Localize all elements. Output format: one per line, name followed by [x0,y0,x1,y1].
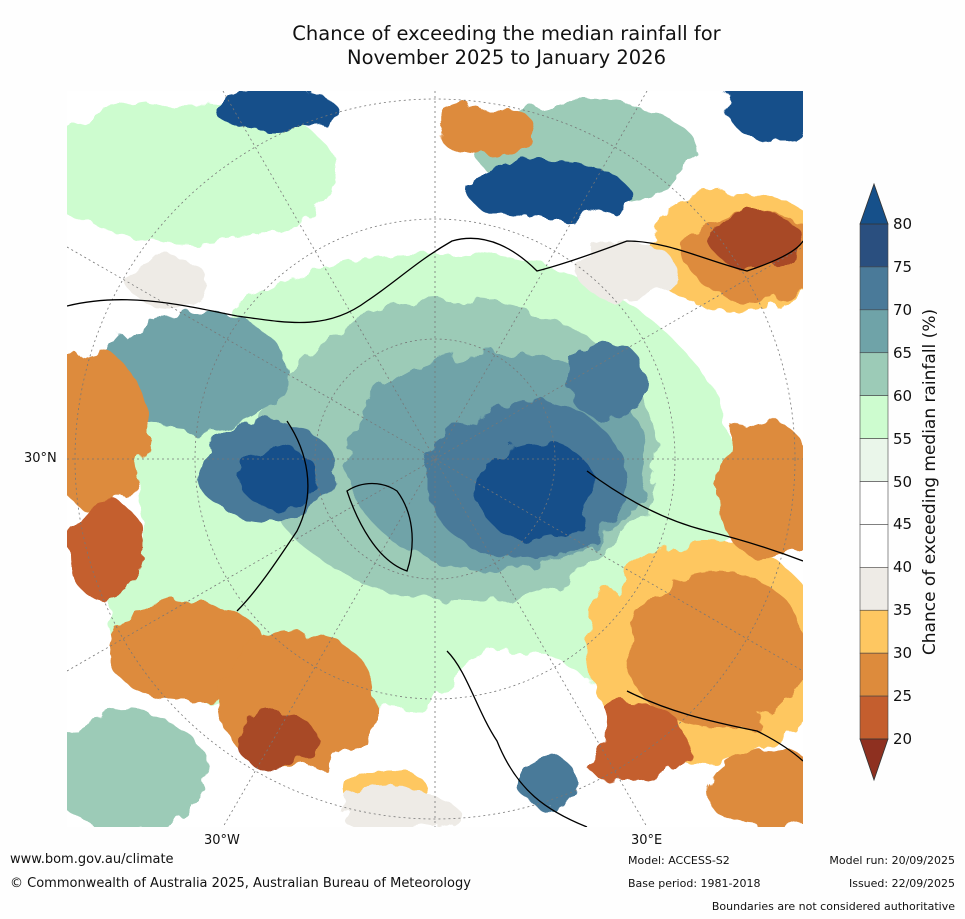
field-brown-eastedge [717,421,803,561]
field-grey-2 [127,256,207,306]
colorbar-tick-label: 40 [893,558,913,577]
colorbar-tick-label: 55 [893,429,913,448]
colorbar-top-extend [859,182,889,225]
field-grey-3 [337,791,457,827]
issued-text: Issued: 22/09/2025 [848,877,955,890]
field-light-green-pacific [67,101,337,241]
field-brown-asia [627,571,803,731]
chart-title: Chance of exceeding the median rainfall … [0,22,965,70]
colorbar-segment [859,652,889,697]
lat-circle-60 [314,338,556,580]
title-line-2: November 2025 to January 2026 [347,46,666,69]
colorbar-tick-label: 50 [893,472,913,491]
colorbar [859,182,889,782]
model-run-text: Model run: 20/09/2025 [829,854,955,867]
coast-europe [446,650,588,827]
field-dark-blue-siberia [477,441,597,541]
colorbar-segment [859,352,889,396]
field-dark-blue-topright [722,91,803,141]
colorbar-tick-label: 45 [893,515,913,534]
colorbar-segment [859,438,889,482]
colorbar-tick-label: 25 [893,687,913,706]
coast-north [67,237,803,324]
colorbar-tick-label: 70 [893,300,913,319]
colorbar-segment [859,481,889,525]
colorbar-segment [859,395,889,439]
base-period-text: Base period: 1981-2018 [628,877,761,890]
longitude-label-30e: 30°E [631,833,663,848]
colorbar-tick-label: 30 [893,644,913,663]
website-link[interactable]: www.bom.gov.au/climate [10,852,174,867]
field-dark-brown-atlantic [237,711,317,771]
coast-siberia [586,470,803,562]
colorbar-tick-label: 60 [893,386,913,405]
meridian-6 [67,246,803,672]
colorbar-tick-label: 35 [893,601,913,620]
lat-circle-30 [194,218,676,700]
colorbar-tick-label: 20 [893,730,913,748]
copyright-text: © Commonwealth of Australia 2025, Austra… [10,876,471,891]
field-europe-neutral [427,651,607,811]
coast-asia [626,690,803,762]
colorbar-segment [859,309,889,354]
longitude-label-30w: 30°W [204,833,240,848]
field-dark-brown-eastasia [712,211,802,271]
field-teal-sw [67,711,207,827]
colorbar-bottom-extend [859,738,889,782]
field-blue-east [567,341,647,421]
colorbar-segment [859,223,889,268]
colorbar-segment [859,567,889,611]
field-blue-med [517,756,577,806]
field-dark-blue-canada [237,446,317,506]
latitude-label: 30°N [24,451,57,466]
field-teal-alaska [107,311,287,431]
colorbar-segments [859,223,889,740]
rainfall-map[interactable] [67,91,803,827]
colorbar-label: Chance of exceeding median rainfall (%) [920,308,940,656]
lat-circle-0 [74,98,796,820]
graticule [67,91,803,827]
coast-greenland [346,482,413,572]
meridian-5 [67,246,803,672]
field-brown-top [437,106,537,156]
field-brown-west2 [67,501,147,601]
map-svg [67,91,803,827]
field-brown-se [707,751,803,827]
meridian-4 [222,91,648,827]
colorbar-segment [859,524,889,568]
coast-canada [236,420,309,612]
meridian-3 [222,91,648,827]
colorbar-tick-label: 75 [893,257,913,276]
colorbar-tick-label: 80 [893,215,913,233]
field-dark-blue-top [217,91,337,136]
colorbar-segment [859,609,889,654]
field-brown-west [67,351,147,511]
title-line-1: Chance of exceeding the median rainfall … [292,22,721,45]
colorbar-segment [859,695,889,740]
colorbar-tick-label: 65 [893,343,913,362]
colorbar-segment [859,266,889,311]
field-dark-blue-npacific [467,161,627,221]
field-grey-1 [577,241,677,301]
model-text: Model: ACCESS-S2 [628,854,730,867]
disclaimer-text: Boundaries are not considered authoritat… [711,900,955,913]
coastlines [67,237,803,827]
